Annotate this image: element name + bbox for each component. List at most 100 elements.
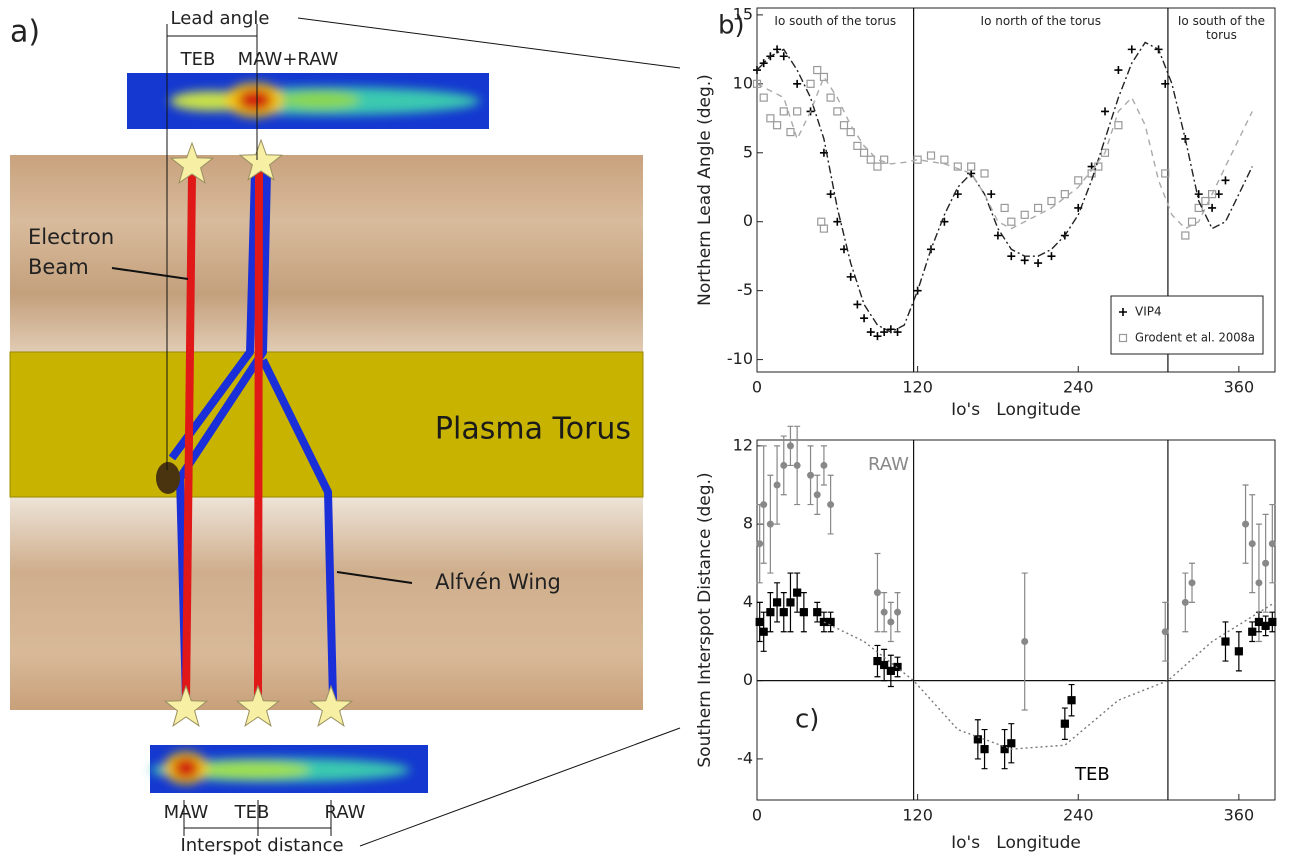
point [1047, 252, 1056, 261]
point [1248, 540, 1256, 548]
point [1034, 259, 1043, 268]
point [780, 461, 788, 469]
point [853, 300, 862, 309]
point [1188, 579, 1196, 587]
y-tick-label: 12 [733, 435, 753, 454]
point [926, 151, 936, 160]
point [859, 148, 869, 157]
bottom-spot-label: RAW [325, 802, 366, 823]
point [806, 79, 815, 88]
alfven-wing-lines [168, 171, 337, 701]
x-axis-label: Io's Longitude [951, 400, 1081, 420]
point [1221, 637, 1230, 646]
pointers [111, 267, 413, 584]
top-spectrum-glow [170, 83, 480, 117]
x-tick-label: 240 [1063, 806, 1094, 825]
point [1248, 627, 1257, 636]
point [1060, 190, 1069, 199]
diagram: a) Lead angle TEB MAW+RAW Electron Beam … [9, 8, 681, 856]
point [913, 155, 922, 164]
point [1114, 121, 1123, 130]
point [1114, 66, 1123, 75]
point [772, 598, 782, 607]
point [1020, 210, 1029, 219]
point [1007, 217, 1016, 226]
bottom-spot-label: TEB [234, 802, 270, 823]
point [793, 107, 802, 116]
torus-band [9, 351, 644, 498]
point [1000, 745, 1009, 754]
region-label: Io south of the torus [1177, 14, 1265, 42]
point [1020, 256, 1029, 265]
point [779, 608, 788, 617]
point [886, 666, 895, 675]
point [793, 588, 802, 597]
point [826, 190, 835, 199]
lead-angle-label: Lead angle [171, 8, 270, 29]
series-label: RAW [868, 454, 909, 475]
point [793, 461, 801, 469]
series-label: TEB [1074, 764, 1110, 785]
point [1194, 203, 1203, 213]
plot-frame [756, 7, 1276, 373]
point [819, 224, 829, 233]
y-axis-label: Southern Interspot Distance (deg.) [695, 472, 715, 767]
point [813, 608, 822, 617]
point [1242, 520, 1250, 528]
point [873, 589, 881, 597]
point [980, 169, 989, 178]
alfven-wing-label: Alfvén Wing [435, 570, 561, 594]
point [779, 52, 788, 61]
point [793, 79, 802, 88]
y-tick-label: 10 [733, 73, 753, 92]
plasma-torus-label: Plasma Torus [435, 412, 631, 447]
point [833, 217, 842, 226]
point [980, 745, 989, 754]
point [1074, 176, 1083, 185]
point [759, 59, 768, 68]
point [1207, 190, 1217, 199]
point [813, 65, 822, 75]
point [752, 79, 762, 88]
y-tick-label: 5 [743, 142, 753, 161]
point [973, 735, 982, 744]
point [953, 162, 962, 171]
point [887, 618, 895, 626]
point [873, 656, 882, 666]
point [756, 540, 764, 548]
y-tick-label: -10 [727, 349, 753, 368]
point [1181, 231, 1190, 240]
point [766, 608, 775, 617]
point [759, 93, 768, 102]
model-line [756, 41, 1253, 333]
point [799, 608, 808, 617]
point [967, 162, 976, 171]
y-tick-label: 0 [743, 211, 753, 230]
point [866, 328, 875, 337]
point [833, 107, 842, 116]
panel-label: b) [718, 11, 745, 41]
top-spot-label: MAW+RAW [238, 49, 339, 70]
x-axis-label: Io's Longitude [951, 833, 1081, 853]
electron-beam-lines [182, 171, 263, 701]
y-tick-label: 4 [743, 592, 753, 611]
point [813, 491, 821, 499]
point [940, 155, 949, 164]
point [1194, 190, 1203, 199]
point [1047, 196, 1056, 206]
point [866, 155, 875, 164]
y-tick-label: 15 [733, 4, 753, 23]
point [786, 598, 795, 607]
point [1161, 79, 1170, 88]
point [1033, 203, 1043, 213]
bottom-spot-label: MAW [164, 802, 209, 823]
point [1254, 617, 1264, 627]
point [827, 501, 835, 509]
point [880, 660, 889, 670]
point [766, 114, 775, 123]
point [1161, 628, 1169, 636]
x-tick-label: 360 [1224, 806, 1255, 825]
diagram-guides [166, 17, 681, 847]
point [860, 314, 869, 323]
